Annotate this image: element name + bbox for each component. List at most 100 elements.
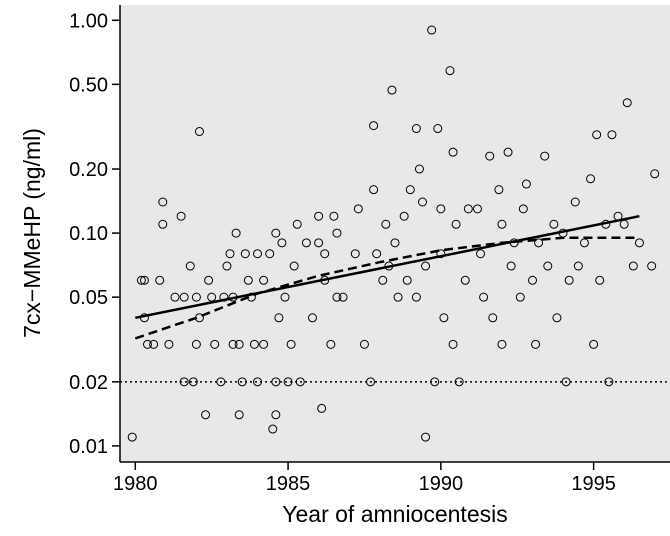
data-point: [369, 185, 379, 195]
data-point: [225, 249, 235, 259]
data-point: [237, 377, 247, 387]
data-point: [149, 339, 159, 349]
data-point: [436, 249, 446, 259]
data-point: [573, 261, 583, 271]
data-point: [210, 339, 220, 349]
data-point: [231, 228, 241, 238]
data-point: [528, 275, 537, 285]
data-point: [460, 275, 470, 285]
data-point: [191, 339, 201, 349]
data-point: [301, 238, 311, 248]
y-tick-label: 0.05: [69, 287, 108, 309]
data-point: [359, 339, 369, 349]
data-point: [399, 211, 409, 221]
data-point: [191, 292, 201, 302]
data-point: [549, 219, 559, 229]
data-point: [332, 292, 342, 302]
data-point: [286, 339, 296, 349]
data-point: [127, 432, 137, 442]
data-point: [454, 377, 464, 387]
data-point: [136, 275, 146, 285]
data-point: [292, 219, 302, 229]
data-point: [280, 292, 290, 302]
data-point: [436, 204, 446, 214]
data-point: [628, 261, 638, 271]
data-point: [378, 275, 388, 285]
x-axis-label: Year of amniocentesis: [282, 501, 507, 527]
data-point: [476, 249, 486, 259]
data-point: [534, 238, 544, 248]
data-point: [650, 169, 660, 179]
data-point: [317, 403, 327, 413]
data-point: [430, 377, 440, 387]
data-point: [176, 211, 186, 221]
data-point: [561, 377, 571, 387]
y-tick-label: 0.20: [69, 159, 108, 181]
data-point: [473, 204, 482, 214]
fit-line: [134, 236, 640, 340]
data-point: [485, 151, 495, 161]
data-point: [259, 275, 269, 285]
data-point: [194, 127, 204, 137]
y-tick-label: 0.01: [69, 436, 108, 458]
data-point: [421, 261, 431, 271]
data-point: [622, 98, 632, 108]
data-point: [552, 313, 562, 323]
data-point: [381, 219, 391, 229]
data-point: [604, 377, 614, 387]
data-point: [390, 238, 400, 248]
data-point: [402, 275, 412, 285]
data-point: [158, 197, 168, 207]
data-point: [543, 261, 553, 271]
data-point: [479, 292, 489, 302]
data-point: [564, 275, 574, 285]
data-point: [445, 66, 455, 76]
data-point: [277, 238, 287, 248]
data-point: [463, 204, 473, 214]
fit-line: [135, 214, 640, 320]
data-point: [253, 377, 262, 387]
data-point: [164, 339, 174, 349]
data-point: [271, 377, 281, 387]
data-point: [259, 339, 269, 349]
plot-background: [120, 5, 670, 462]
data-point: [314, 211, 324, 221]
data-point: [570, 197, 580, 207]
y-tick-label: 0.10: [69, 223, 108, 245]
data-point: [497, 339, 507, 349]
data-point: [448, 339, 458, 349]
data-point: [170, 292, 180, 302]
y-axis-label: 7cx−MMeHP (ng/ml): [19, 128, 45, 338]
data-point: [592, 130, 602, 140]
data-point: [521, 179, 531, 189]
data-point: [433, 124, 443, 134]
data-point: [179, 377, 189, 387]
x-tick-label: 1990: [419, 473, 464, 495]
data-point: [338, 292, 348, 302]
y-tick-label: 0.02: [69, 372, 108, 394]
data-point: [308, 313, 317, 323]
data-point: [243, 275, 253, 285]
data-point: [329, 211, 339, 221]
data-point: [421, 432, 431, 442]
data-point: [427, 25, 437, 35]
data-point: [201, 410, 211, 420]
data-point: [289, 261, 299, 271]
data-point: [188, 377, 198, 387]
data-point: [204, 275, 214, 285]
data-point: [506, 261, 516, 271]
data-point: [488, 313, 498, 323]
data-point: [271, 410, 281, 420]
data-point: [518, 204, 528, 214]
data-point: [295, 377, 305, 387]
data-point: [411, 124, 421, 134]
data-point: [234, 339, 244, 349]
data-point: [405, 185, 415, 195]
x-tick-label: 1985: [266, 473, 311, 495]
data-point: [326, 339, 336, 349]
data-point: [155, 275, 165, 285]
data-point: [366, 377, 376, 387]
data-point: [216, 377, 226, 387]
data-point: [494, 185, 504, 195]
data-point: [314, 238, 324, 248]
